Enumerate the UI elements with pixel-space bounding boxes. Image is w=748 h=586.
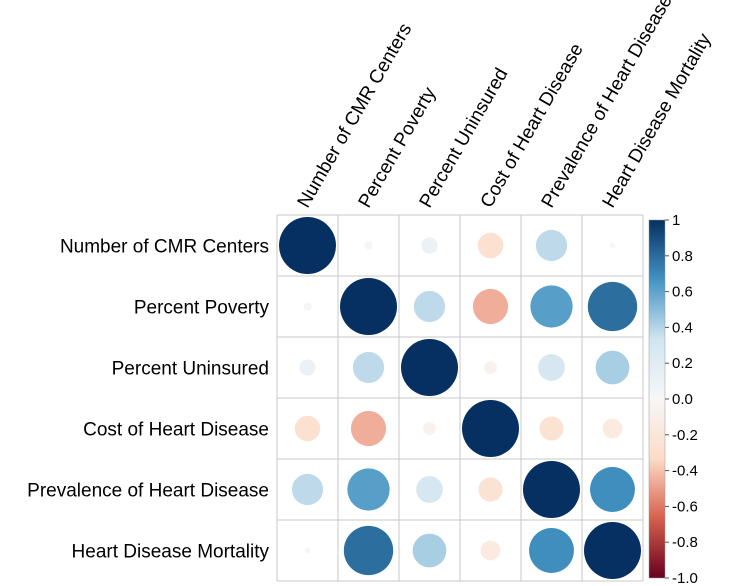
corr-circle-number-of-cmr-centers-x-percent-poverty — [364, 241, 373, 250]
corr-circle-heart-disease-mortality-x-prevalence-of-heart-disease — [529, 528, 574, 573]
corr-circle-percent-poverty-x-number-of-cmr-centers — [303, 302, 312, 311]
colorbar-tick-label: -0.8 — [672, 534, 698, 551]
corr-circle-percent-uninsured-x-percent-poverty — [352, 351, 385, 384]
correlation-grid — [276, 214, 644, 582]
corr-circle-heart-disease-mortality-x-percent-uninsured — [412, 533, 447, 568]
corr-circle-number-of-cmr-centers-x-heart-disease-mortality — [609, 242, 616, 249]
row-label-percent-poverty: Percent Poverty — [134, 298, 270, 319]
corr-circle-prevalence-of-heart-disease-x-percent-poverty — [347, 468, 390, 511]
colorbar-tick-label: -0.4 — [672, 463, 698, 480]
row-label-cost-of-heart-disease: Cost of Heart Disease — [83, 420, 269, 441]
colorbar-tick-label: 0.2 — [672, 355, 693, 372]
corr-circle-prevalence-of-heart-disease-x-heart-disease-mortality — [590, 467, 635, 512]
corr-circle-heart-disease-mortality-x-heart-disease-mortality — [584, 522, 641, 579]
corr-circle-cost-of-heart-disease-x-prevalence-of-heart-disease — [539, 416, 564, 441]
corr-circle-cost-of-heart-disease-x-heart-disease-mortality — [602, 418, 623, 439]
colorbar-tick-label: 0.4 — [672, 319, 693, 336]
colorbar-tick-label: 0.8 — [672, 248, 693, 265]
corr-circle-percent-uninsured-x-prevalence-of-heart-disease — [538, 354, 565, 381]
row-label-heart-disease-mortality: Heart Disease Mortality — [72, 542, 270, 563]
row-labels: Number of CMR Centers Percent Poverty Perc… — [27, 237, 269, 563]
corr-circle-prevalence-of-heart-disease-x-percent-uninsured — [416, 476, 443, 503]
colorbar-tick-label: 0.6 — [672, 284, 693, 301]
corr-circle-number-of-cmr-centers-x-number-of-cmr-centers — [279, 217, 336, 274]
corr-circle-number-of-cmr-centers-x-cost-of-heart-disease — [477, 232, 504, 259]
corr-circle-percent-poverty-x-percent-uninsured — [413, 290, 446, 323]
colorbar-tick-label: 1 — [672, 212, 680, 229]
row-label-percent-uninsured: Percent Uninsured — [112, 359, 269, 380]
column-label-heart-disease-mortality: Heart Disease Mortality — [599, 30, 716, 212]
colorbar-tick-label: -0.6 — [672, 498, 698, 515]
corr-circle-cost-of-heart-disease-x-percent-uninsured — [423, 422, 436, 435]
corr-circle-cost-of-heart-disease-x-number-of-cmr-centers — [294, 415, 321, 442]
corr-circle-prevalence-of-heart-disease-x-cost-of-heart-disease — [478, 477, 503, 502]
corr-circle-number-of-cmr-centers-x-prevalence-of-heart-disease — [535, 229, 568, 262]
corr-circle-percent-uninsured-x-cost-of-heart-disease — [484, 361, 497, 374]
corr-circle-heart-disease-mortality-x-number-of-cmr-centers — [304, 547, 311, 554]
colorbar-tick-label: 0.0 — [672, 391, 693, 408]
corr-circle-cost-of-heart-disease-x-cost-of-heart-disease — [462, 400, 519, 457]
corr-circle-percent-poverty-x-heart-disease-mortality — [587, 281, 638, 332]
colorbar-ticks: 1 0.8 0.6 0.4 0.2 0.0 -0.2 -0.4 -0.6 -0.8 -1.0 — [665, 212, 698, 586]
corr-circle-percent-uninsured-x-number-of-cmr-centers — [299, 359, 316, 376]
corr-circle-cost-of-heart-disease-x-percent-poverty — [350, 410, 387, 447]
corr-circle-number-of-cmr-centers-x-percent-uninsured — [421, 237, 438, 254]
colorbar-gradient — [648, 219, 666, 579]
corr-circle-percent-uninsured-x-heart-disease-mortality — [595, 350, 630, 385]
colorbar-tick-label: -0.2 — [672, 427, 698, 444]
corr-circle-prevalence-of-heart-disease-x-number-of-cmr-centers — [291, 473, 324, 506]
corr-circle-percent-poverty-x-cost-of-heart-disease — [472, 288, 509, 325]
row-label-prevalence-of-heart-disease: Prevalence of Heart Disease — [27, 481, 269, 502]
corr-circle-heart-disease-mortality-x-percent-poverty — [343, 525, 394, 576]
column-label-number-of-cmr-centers: Number of CMR Centers — [294, 20, 417, 212]
colorbar: 1 0.8 0.6 0.4 0.2 0.0 -0.2 -0.4 -0.6 -0.8 -1.0 — [648, 212, 698, 586]
corr-circle-percent-poverty-x-prevalence-of-heart-disease — [530, 285, 573, 328]
corr-circle-percent-uninsured-x-percent-uninsured — [401, 339, 458, 396]
corr-circle-prevalence-of-heart-disease-x-prevalence-of-heart-disease — [523, 461, 580, 518]
correlation-circles — [279, 217, 641, 579]
corr-circle-percent-poverty-x-percent-poverty — [340, 278, 397, 335]
corr-circle-heart-disease-mortality-x-cost-of-heart-disease — [480, 540, 501, 561]
colorbar-tick-label: -1.0 — [672, 570, 698, 586]
row-label-number-of-cmr-centers: Number of CMR Centers — [60, 237, 269, 258]
